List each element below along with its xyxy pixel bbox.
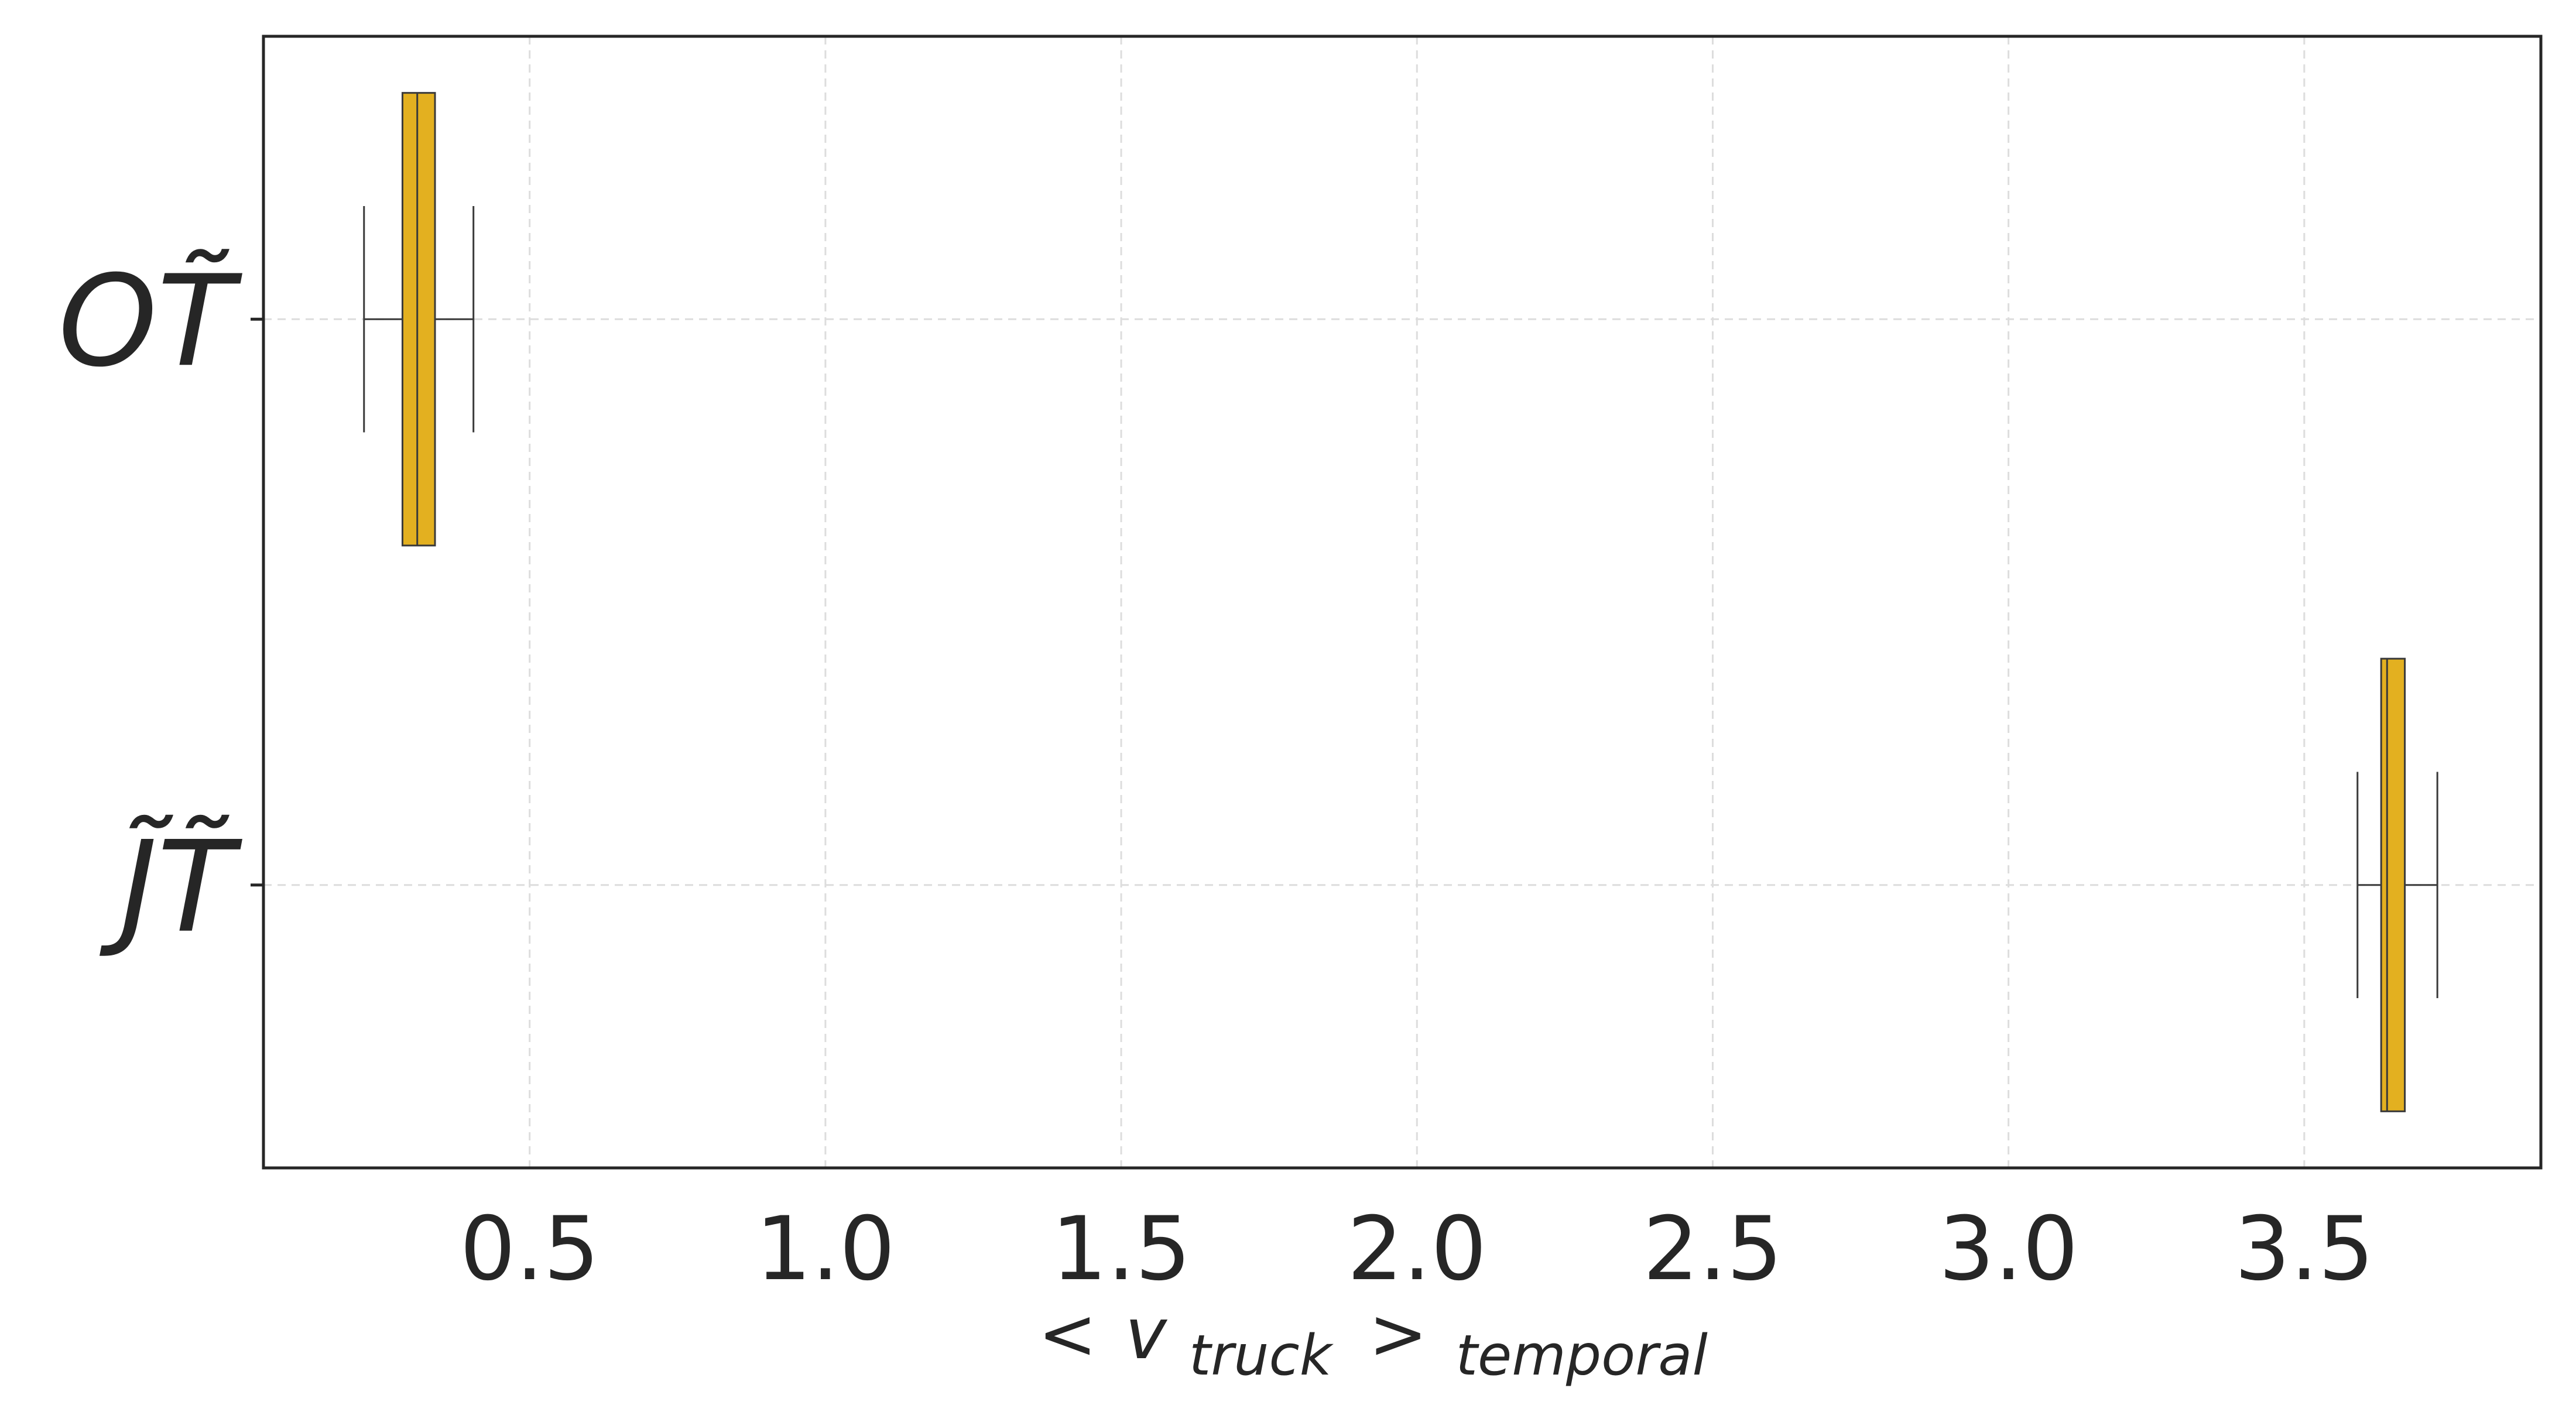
box-iqr xyxy=(2380,657,2406,1112)
box-series xyxy=(363,92,2438,1112)
y-tick-label: OT̃ xyxy=(58,248,242,395)
x-tick-label: 1.5 xyxy=(1051,1198,1191,1300)
x-label-variable-subscript: truck xyxy=(1189,1324,1334,1388)
box-iqr xyxy=(401,92,436,547)
x-tick-label: 2.0 xyxy=(1347,1198,1487,1300)
x-label-prefix: < xyxy=(1038,1294,1097,1375)
x-label-variable: v xyxy=(1125,1294,1168,1375)
x-tick-label: 1.0 xyxy=(756,1198,896,1300)
x-tick-label: 0.5 xyxy=(460,1198,600,1300)
x-label-suffix-subscript: temporal xyxy=(1456,1324,1708,1388)
x-tick-label: 3.0 xyxy=(1938,1198,2078,1300)
grid-lines xyxy=(263,36,2541,1168)
x-axis-label: < v truck > temporal xyxy=(1038,1294,1708,1388)
x-tick-label: 3.5 xyxy=(2235,1198,2375,1300)
x-label-suffix: > xyxy=(1369,1294,1428,1375)
axis-ticks: 0.5 1.0 1.5 2.0 2.5 3.0 3.5 OT̃ J̃T̃ xyxy=(58,248,2374,1300)
x-tick-label: 2.5 xyxy=(1643,1198,1783,1300)
y-tick-label: J̃T̃ xyxy=(99,814,242,961)
plot-area-frame xyxy=(262,35,2543,1170)
